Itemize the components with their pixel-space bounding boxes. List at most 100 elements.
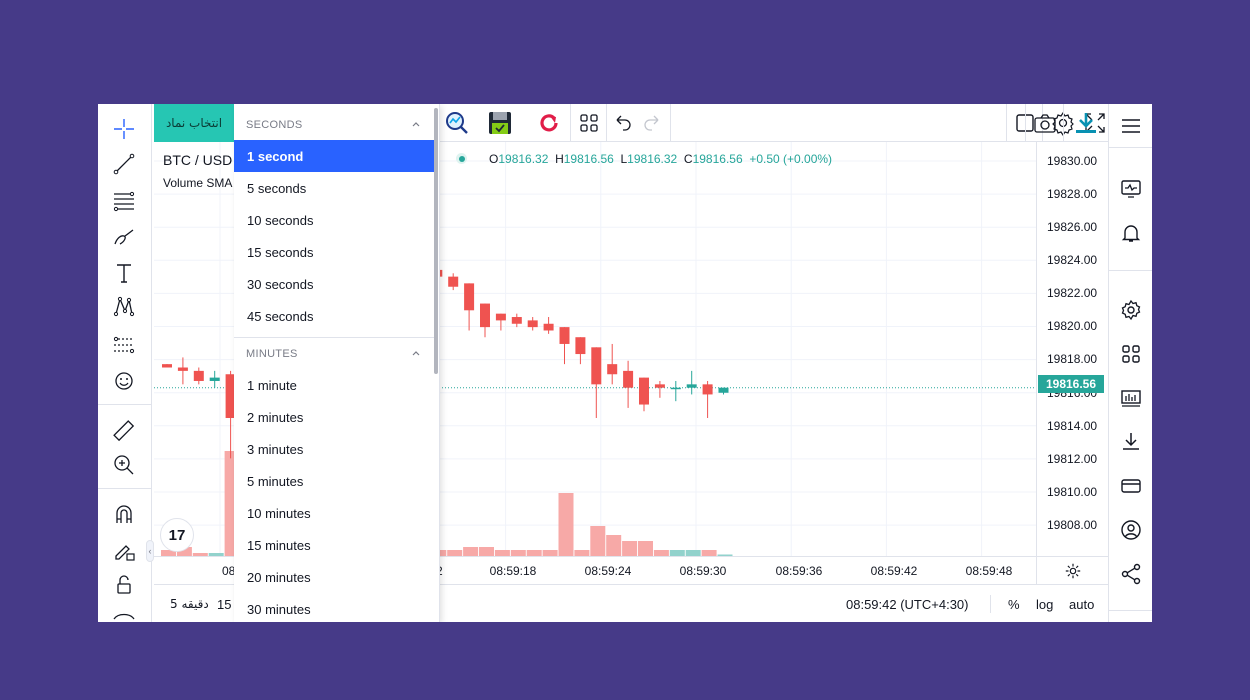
range-15[interactable]: 15 (217, 597, 232, 612)
lock-drawing-icon[interactable] (109, 535, 139, 565)
candle-body (162, 364, 172, 368)
prediction-tool-icon[interactable] (109, 330, 139, 360)
volume-bar (526, 550, 542, 556)
interval-option-10-seconds[interactable]: 10 seconds (247, 212, 314, 228)
interval-option-30-minutes[interactable]: 30 minutes (247, 601, 311, 617)
price-tick: 19810.00 (1047, 485, 1098, 499)
low-value: 19816.32 (627, 152, 678, 166)
interval-option-3-minutes[interactable]: 3 minutes (247, 441, 304, 457)
screenshot-camera-icon[interactable] (1025, 104, 1063, 142)
symbol-search-button[interactable]: انتخاب نماد (154, 104, 234, 142)
interval-option-15-seconds[interactable]: 15 seconds (247, 244, 314, 260)
brush-icon[interactable] (109, 222, 139, 252)
volume-bar (653, 550, 669, 556)
range-5-minutes[interactable]: 5 دقیقه (170, 597, 209, 611)
seconds-section-header[interactable]: SECONDS (234, 106, 434, 144)
close-value: 19816.56 (692, 152, 743, 166)
volume-bar (192, 553, 208, 556)
chevron-up-icon (410, 347, 422, 362)
axis-settings-icon[interactable] (1036, 556, 1108, 584)
candle-body (670, 387, 681, 390)
price-tick: 19808.00 (1047, 518, 1098, 532)
emoji-icon[interactable] (109, 366, 139, 396)
right-sidebar (1108, 104, 1152, 622)
percent-scale-toggle[interactable]: % (1008, 597, 1020, 612)
fib-retracement-icon[interactable] (109, 186, 139, 216)
import-download-icon[interactable] (1117, 428, 1145, 456)
interval-option-5-minutes[interactable]: 5 minutes (247, 473, 304, 489)
last-price-label: 19816.56 (1038, 375, 1104, 393)
volume-bar (542, 550, 558, 556)
layout-grid-icon[interactable] (570, 104, 606, 142)
volume-bar (622, 541, 638, 556)
eye-icon[interactable] (109, 604, 139, 622)
trend-line-icon[interactable] (109, 149, 139, 179)
settings-gear-icon[interactable] (1042, 104, 1082, 142)
time-tick: 08:59:42 (870, 564, 918, 578)
apps-grid-icon[interactable] (1117, 340, 1145, 368)
volume-bar (208, 553, 224, 556)
candle-body (639, 377, 649, 405)
seconds-header-label: SECONDS (246, 119, 303, 131)
clock-timezone[interactable]: 08:59:42 (UTC+4:30) (846, 597, 969, 612)
refresh-icon[interactable] (528, 104, 570, 142)
interval-option-15-minutes[interactable]: 15 minutes (247, 537, 311, 553)
interval-option-1-second[interactable]: 1 second (234, 140, 434, 172)
crosshair-icon[interactable] (109, 114, 139, 144)
user-profile-icon[interactable] (1117, 516, 1145, 544)
candle-body (527, 320, 538, 328)
time-tick: 08:59:30 (679, 564, 727, 578)
alerts-bell-icon[interactable] (1117, 219, 1145, 247)
watchlist-monitor-icon[interactable] (1117, 175, 1145, 203)
auto-scale-toggle[interactable]: auto (1069, 597, 1095, 612)
volume-bar (161, 550, 176, 556)
price-tick: 19828.00 (1047, 187, 1098, 201)
chart-app: ‹ انتخاب نماد (98, 104, 1152, 622)
payment-card-icon[interactable] (1117, 472, 1145, 500)
interval-dropdown: SECONDS 1 second 5 seconds 10 seconds 15… (234, 104, 440, 622)
collapse-toolbar-handle[interactable]: ‹ (146, 540, 154, 562)
text-tool-icon[interactable] (109, 258, 139, 288)
redo-icon (636, 104, 670, 142)
menu-icon[interactable] (1117, 112, 1145, 140)
share-icon[interactable] (1117, 560, 1145, 588)
indicators-icon[interactable] (440, 104, 474, 142)
open-value: 19816.32 (498, 152, 549, 166)
candle-body (623, 370, 634, 388)
tradingview-logo[interactable]: 17 (160, 518, 194, 552)
volume-bar (574, 550, 590, 556)
close-label: C (683, 152, 693, 166)
pattern-tool-icon[interactable] (109, 292, 139, 322)
price-scale[interactable]: 19830.00 19828.00 19826.00 19824.00 1982… (1036, 142, 1108, 556)
volume-bar (638, 541, 653, 556)
save-layout-icon[interactable] (482, 104, 518, 142)
interval-option-10-minutes[interactable]: 10 minutes (247, 505, 311, 521)
settings-gear-icon[interactable] (1117, 296, 1145, 324)
chevron-up-icon (410, 118, 422, 133)
undo-icon[interactable] (606, 104, 636, 142)
interval-option-20-minutes[interactable]: 20 minutes (247, 569, 311, 585)
fullscreen-chart-icon[interactable] (1006, 104, 1042, 142)
interval-option-5-seconds[interactable]: 5 seconds (247, 180, 307, 196)
log-scale-toggle[interactable]: log (1036, 597, 1054, 612)
volume-bar (510, 550, 526, 556)
interval-option-30-seconds[interactable]: 30 seconds (247, 276, 314, 292)
ruler-icon[interactable] (109, 416, 139, 446)
lock-icon[interactable] (109, 570, 139, 600)
volume-bar (606, 535, 622, 556)
interval-option-45-seconds[interactable]: 45 seconds (247, 308, 314, 324)
magnet-icon[interactable] (109, 500, 139, 530)
interval-option-2-minutes[interactable]: 2 minutes (247, 409, 304, 425)
candle-body (718, 387, 729, 393)
candle-body (448, 276, 459, 287)
volume-bar (176, 547, 192, 556)
candle-body (209, 377, 220, 381)
download-icon[interactable] (1063, 104, 1108, 142)
dropdown-scrollbar[interactable] (434, 108, 438, 374)
minutes-section-header[interactable]: MINUTES (234, 335, 434, 373)
market-status-icon (456, 153, 467, 164)
interval-option-1-minute[interactable]: 1 minute (247, 377, 297, 393)
data-window-icon[interactable] (1117, 384, 1145, 412)
volume-bar (558, 493, 574, 556)
zoom-in-icon[interactable] (109, 450, 139, 480)
